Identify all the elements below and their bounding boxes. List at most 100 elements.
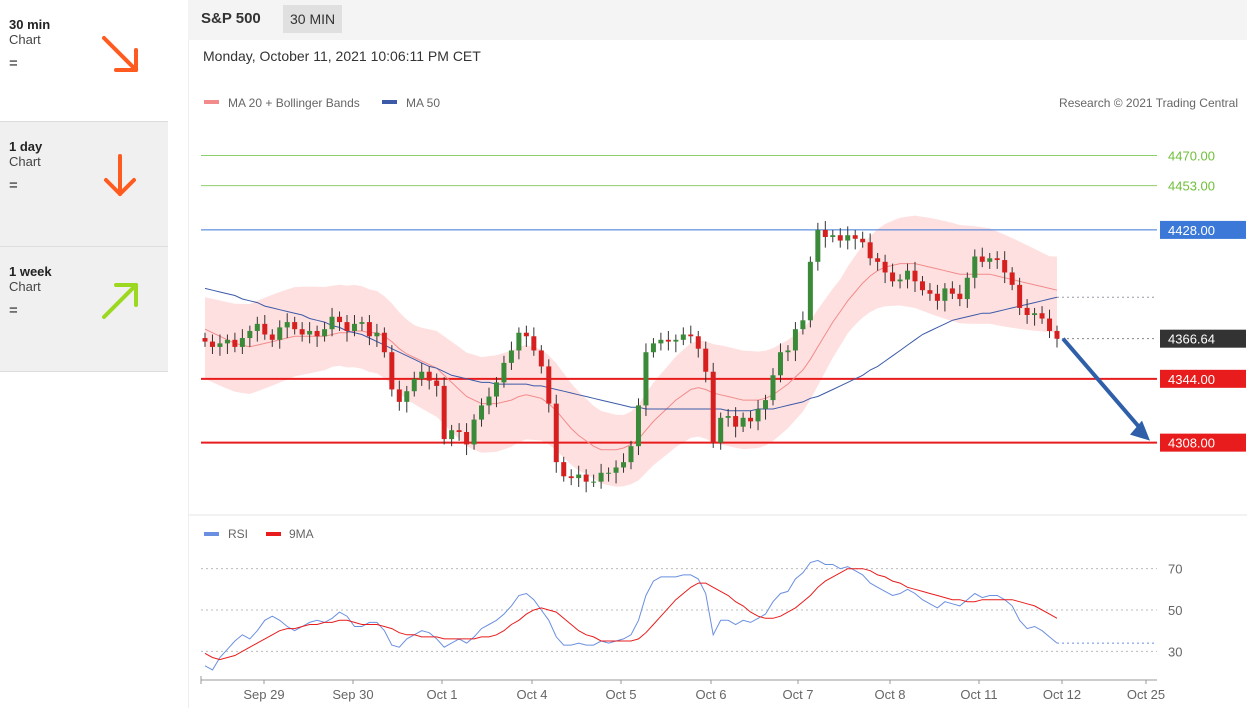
rsi-tick-label: 50 bbox=[1168, 603, 1182, 618]
timeframe-label: 1 week bbox=[9, 264, 52, 279]
candle-body bbox=[232, 339, 238, 347]
candle-body bbox=[344, 322, 350, 331]
candle-body bbox=[815, 229, 821, 262]
signal-value: = bbox=[9, 177, 18, 194]
candle-body bbox=[673, 339, 679, 342]
candle-body bbox=[763, 400, 769, 409]
candle-body bbox=[374, 332, 380, 337]
candle-body bbox=[785, 350, 791, 353]
candle-body bbox=[568, 476, 574, 479]
candle-body bbox=[523, 332, 529, 337]
candle-body bbox=[606, 472, 612, 474]
candle-body bbox=[419, 371, 425, 379]
timeframe-sidebar: 30 min Chart = 1 day Chart = 1 week Char… bbox=[0, 0, 168, 372]
x-axis-label: Sep 30 bbox=[332, 687, 373, 702]
candle-body bbox=[441, 385, 447, 440]
candle-body bbox=[725, 416, 731, 418]
candle-body bbox=[277, 327, 283, 340]
forecast-arrow-head bbox=[1130, 420, 1150, 441]
candle-body bbox=[748, 417, 754, 422]
arrow-down-right-icon bbox=[102, 36, 138, 72]
level-label-support: 4344.00 bbox=[1168, 372, 1215, 387]
chart-panel bbox=[188, 40, 1247, 708]
candle-body bbox=[890, 272, 896, 282]
candle-body bbox=[598, 472, 604, 482]
arrow-up-right-icon bbox=[102, 283, 138, 319]
candle-body bbox=[284, 322, 290, 328]
candle-body bbox=[733, 416, 739, 427]
level-label-support: 4308.00 bbox=[1168, 436, 1215, 451]
candle-body bbox=[1017, 284, 1023, 308]
candle-body bbox=[860, 238, 866, 243]
x-axis-label: Oct 1 bbox=[426, 687, 457, 702]
candle-body bbox=[434, 380, 440, 386]
level-badge-pivot bbox=[1160, 220, 1246, 239]
interval-button[interactable]: 30 MIN bbox=[283, 5, 343, 33]
candle-body bbox=[621, 462, 627, 468]
candle-body bbox=[456, 430, 462, 432]
rsi-ma-line bbox=[204, 568, 1058, 661]
candle-body bbox=[389, 352, 395, 390]
candle-body bbox=[538, 350, 544, 367]
candle-body bbox=[322, 329, 328, 337]
candle-body bbox=[643, 352, 649, 406]
candle-body bbox=[957, 293, 963, 300]
candle-body bbox=[897, 279, 903, 282]
x-axis-label: Oct 7 bbox=[782, 687, 813, 702]
credit-text: Research © 2021 Trading Central bbox=[1059, 96, 1238, 110]
candle-body bbox=[583, 474, 589, 482]
candle-body bbox=[770, 375, 776, 401]
level-label-resistance: 4453.00 bbox=[1168, 179, 1215, 194]
candle-body bbox=[830, 235, 836, 237]
timeframe-1day[interactable]: 1 day Chart = bbox=[0, 121, 168, 246]
candle-body bbox=[905, 270, 911, 280]
candle-body bbox=[972, 256, 978, 278]
last-price-label: 4366.64 bbox=[1168, 332, 1215, 347]
candle-body bbox=[688, 334, 694, 337]
candle-body bbox=[426, 371, 432, 381]
timeframe-1week[interactable]: 1 week Chart = bbox=[0, 246, 168, 371]
legend-rsi-swatch bbox=[204, 532, 219, 536]
candle-body bbox=[882, 261, 888, 273]
candle-body bbox=[546, 366, 552, 404]
candle-body bbox=[329, 316, 335, 330]
candle-body bbox=[755, 408, 761, 422]
legend-ma50-label: MA 50 bbox=[406, 96, 440, 110]
candle-body bbox=[299, 329, 305, 335]
candle-body bbox=[979, 256, 985, 262]
candle-body bbox=[710, 371, 716, 443]
candle-body bbox=[703, 348, 709, 372]
candle-body bbox=[912, 270, 918, 282]
candle-body bbox=[292, 322, 298, 330]
candle-body bbox=[680, 334, 686, 340]
candle-body bbox=[404, 391, 410, 402]
signal-value: = bbox=[9, 55, 18, 72]
candle-body bbox=[464, 432, 470, 445]
candle-body bbox=[650, 343, 656, 353]
candle-body bbox=[852, 235, 858, 239]
candle-body bbox=[949, 288, 955, 294]
candles-group bbox=[202, 221, 1060, 493]
chart-header: S&P 500 30 MIN bbox=[188, 0, 1247, 40]
candle-body bbox=[553, 403, 559, 463]
timeframe-label: 1 day bbox=[9, 139, 43, 154]
candle-body bbox=[718, 417, 724, 443]
candle-body bbox=[800, 320, 806, 330]
candle-body bbox=[359, 322, 365, 324]
candle-body bbox=[337, 316, 343, 323]
candle-body bbox=[628, 446, 634, 463]
timeframe-30min[interactable]: 30 min Chart = bbox=[0, 0, 168, 125]
legend-9ma-swatch bbox=[266, 532, 281, 536]
candle-body bbox=[822, 229, 828, 237]
candle-body bbox=[845, 235, 851, 241]
candle-body bbox=[561, 462, 567, 477]
candle-body bbox=[1039, 313, 1045, 319]
x-axis-label: Sep 29 bbox=[243, 687, 284, 702]
candle-body bbox=[1047, 318, 1053, 331]
candle-body bbox=[964, 277, 970, 300]
bollinger-band bbox=[205, 215, 1057, 487]
symbol-title: S&P 500 bbox=[201, 10, 261, 27]
x-axis-label: Oct 25 bbox=[1127, 687, 1165, 702]
last-price-badge bbox=[1160, 329, 1246, 348]
